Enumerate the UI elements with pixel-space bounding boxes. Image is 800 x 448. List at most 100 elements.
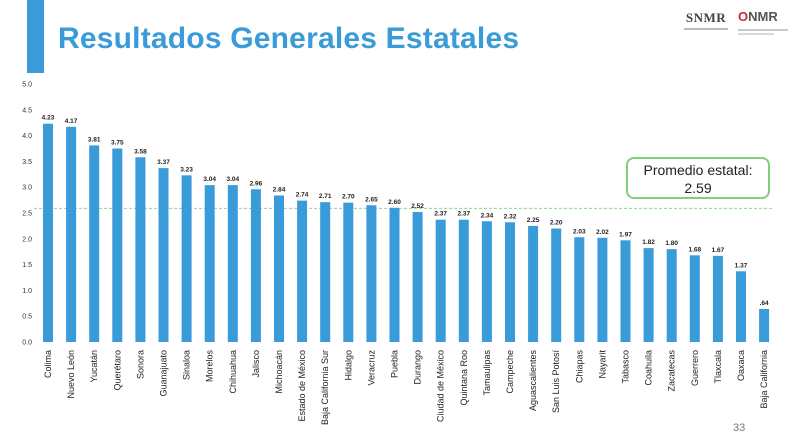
bar bbox=[597, 237, 608, 342]
category-label: Durango bbox=[413, 350, 423, 385]
data-label: 1.67 bbox=[712, 247, 725, 254]
category-label: Aguascalientes bbox=[528, 350, 538, 412]
bar bbox=[250, 189, 261, 342]
category-label: Oaxaca bbox=[736, 350, 746, 381]
category-label: Guanajuato bbox=[159, 350, 169, 397]
bar bbox=[343, 202, 354, 342]
data-label: 2.84 bbox=[273, 186, 286, 193]
data-label: 2.34 bbox=[481, 212, 494, 219]
average-callout-value: 2.59 bbox=[684, 180, 712, 196]
bar bbox=[297, 200, 308, 342]
data-label: 3.58 bbox=[134, 148, 147, 155]
category-label: Baja California bbox=[759, 350, 769, 409]
category-label: Querétaro bbox=[112, 350, 122, 391]
data-label: 2.74 bbox=[296, 192, 309, 199]
y-tick-label: 3.0 bbox=[22, 185, 32, 192]
data-label: 2.02 bbox=[596, 229, 609, 236]
category-label: Chihuahua bbox=[228, 350, 238, 394]
category-label: Jalisco bbox=[251, 350, 261, 378]
data-label: 1.80 bbox=[665, 240, 678, 247]
data-labels-group: 4.23 4.17 3.81 3.75 3.58 3.37 3.23 3.04 3.04 2.96… bbox=[42, 115, 769, 307]
onmr-logo-subline bbox=[738, 29, 788, 31]
bar bbox=[643, 248, 654, 342]
bar bbox=[112, 148, 123, 342]
data-label: 2.71 bbox=[319, 193, 332, 200]
bar bbox=[736, 271, 746, 342]
category-label: Nuevo León bbox=[66, 350, 76, 399]
data-label: 3.04 bbox=[226, 176, 239, 183]
y-tick-label: 0.0 bbox=[22, 340, 32, 347]
category-label: Baja California Sur bbox=[320, 350, 330, 425]
bar bbox=[89, 145, 100, 342]
bar bbox=[551, 228, 562, 342]
data-label: 2.60 bbox=[388, 199, 401, 206]
data-label: 2.70 bbox=[342, 194, 355, 201]
y-tick-label: 1.0 bbox=[22, 288, 32, 295]
category-label: Tabasco bbox=[621, 350, 631, 384]
slide-title: Resultados Generales Estatales bbox=[58, 22, 520, 55]
category-label: Coahuila bbox=[644, 350, 654, 386]
bar bbox=[181, 175, 192, 342]
category-label: Campeche bbox=[505, 350, 515, 394]
average-callout: Promedio estatal: 2.59 bbox=[626, 157, 770, 199]
category-label: Puebla bbox=[390, 350, 400, 378]
y-tick-label: 2.5 bbox=[22, 211, 32, 218]
data-label: 3.75 bbox=[111, 140, 124, 147]
bar bbox=[135, 157, 146, 342]
y-tick-label: 0.5 bbox=[22, 314, 32, 321]
bar bbox=[620, 240, 631, 342]
onmr-logo-text: NMR bbox=[748, 9, 778, 24]
data-label: 2.52 bbox=[411, 203, 424, 210]
category-label: Hidalgo bbox=[343, 350, 353, 381]
bar bbox=[759, 308, 770, 342]
data-label: 2.25 bbox=[527, 217, 540, 224]
bar bbox=[320, 202, 331, 342]
category-label: Guerrero bbox=[690, 350, 700, 386]
data-label: 3.37 bbox=[157, 159, 170, 166]
bar bbox=[43, 123, 53, 343]
category-label: Morelos bbox=[205, 350, 215, 383]
snmr-logo-subline bbox=[684, 28, 728, 30]
y-tick-label: 2.0 bbox=[22, 236, 32, 243]
bar bbox=[505, 222, 515, 342]
title-accent-bar bbox=[27, 0, 44, 73]
bar bbox=[712, 255, 723, 342]
bar bbox=[204, 185, 215, 342]
bar bbox=[389, 207, 400, 342]
data-label: 2.65 bbox=[365, 196, 378, 203]
category-label: Sinaloa bbox=[182, 350, 192, 380]
snmr-logo-text: SNMR bbox=[685, 10, 727, 25]
bar bbox=[66, 126, 77, 342]
bar bbox=[528, 225, 539, 342]
data-label: 2.96 bbox=[250, 180, 263, 187]
bar bbox=[435, 219, 446, 342]
onmr-logo-subline-2 bbox=[738, 33, 774, 35]
data-label: 1.97 bbox=[619, 231, 632, 238]
bar bbox=[366, 205, 377, 342]
data-label: 3.04 bbox=[203, 176, 216, 183]
data-label: 4.23 bbox=[42, 115, 55, 122]
category-label: Estado de México bbox=[297, 350, 307, 422]
data-label: 1.68 bbox=[688, 246, 701, 253]
bar bbox=[666, 249, 677, 342]
category-label: Tlaxcala bbox=[713, 350, 723, 384]
category-label: Tamaulipas bbox=[482, 350, 492, 396]
category-label: San Luis Potosí bbox=[551, 350, 561, 414]
category-label: Veracruz bbox=[366, 350, 376, 386]
y-tick-label: 4.5 bbox=[22, 107, 32, 114]
onmr-logo: ONMR bbox=[738, 8, 788, 35]
category-label: Colima bbox=[43, 350, 53, 378]
data-label: .64 bbox=[760, 300, 769, 307]
data-label: 3.23 bbox=[180, 166, 193, 173]
data-label: 2.20 bbox=[550, 219, 563, 226]
data-label: 4.17 bbox=[65, 118, 78, 125]
category-label: Zacatecas bbox=[667, 350, 677, 392]
onmr-logo-prefix: O bbox=[738, 9, 749, 24]
bar bbox=[158, 168, 169, 342]
data-label: 3.81 bbox=[88, 136, 101, 143]
category-label: Chiapas bbox=[574, 350, 584, 384]
data-label: 2.37 bbox=[434, 211, 447, 218]
category-labels-group: Colima Nuevo León Yucatán Querétaro Sonora Gu… bbox=[43, 350, 769, 426]
data-label: 2.37 bbox=[457, 211, 470, 218]
bar bbox=[689, 255, 700, 342]
